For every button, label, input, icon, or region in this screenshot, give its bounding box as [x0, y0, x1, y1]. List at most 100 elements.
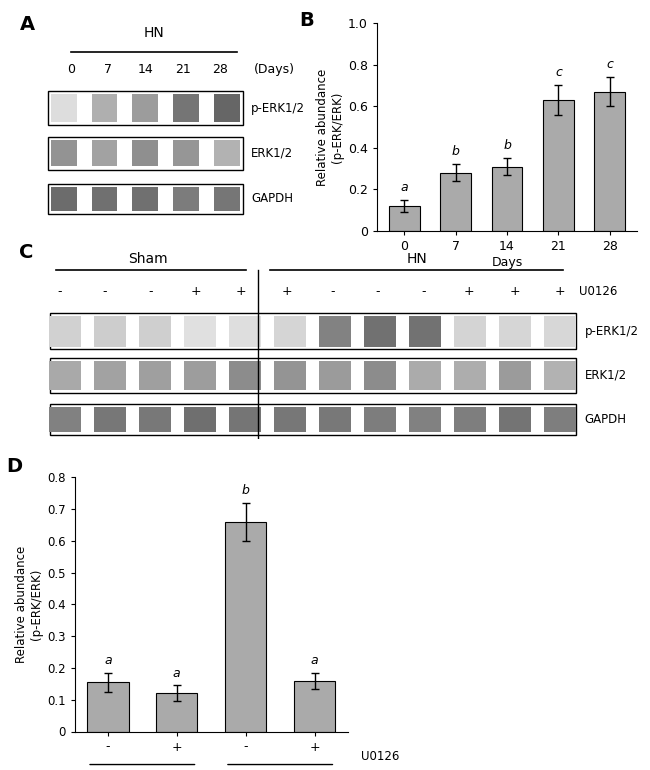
- Text: 28: 28: [212, 63, 227, 75]
- Bar: [50, 358, 575, 393]
- Bar: [544, 316, 576, 346]
- Bar: [594, 92, 625, 231]
- Bar: [173, 187, 199, 210]
- Bar: [214, 187, 240, 210]
- Bar: [94, 316, 126, 346]
- Text: c: c: [606, 58, 613, 71]
- Bar: [499, 361, 531, 390]
- Text: -: -: [148, 285, 153, 298]
- Text: HN: HN: [406, 253, 427, 266]
- Text: ERK1/2: ERK1/2: [251, 147, 293, 160]
- Text: p-ERK1/2: p-ERK1/2: [251, 102, 305, 115]
- Bar: [50, 313, 575, 350]
- Text: ERK1/2: ERK1/2: [585, 369, 627, 382]
- Bar: [410, 361, 441, 390]
- Bar: [410, 316, 441, 346]
- Text: Sham: Sham: [128, 253, 168, 266]
- Bar: [185, 407, 216, 432]
- Bar: [48, 137, 242, 169]
- Bar: [92, 187, 118, 210]
- Bar: [274, 407, 306, 432]
- Text: D: D: [6, 457, 23, 476]
- Bar: [133, 187, 158, 210]
- Text: a: a: [104, 654, 112, 667]
- Bar: [49, 316, 81, 346]
- Bar: [139, 407, 171, 432]
- X-axis label: Days: Days: [491, 256, 523, 269]
- Text: GAPDH: GAPDH: [251, 192, 293, 205]
- Text: GAPDH: GAPDH: [585, 413, 627, 426]
- Bar: [49, 361, 81, 390]
- Bar: [274, 361, 306, 390]
- Text: a: a: [311, 654, 318, 667]
- Bar: [365, 361, 396, 390]
- Text: -: -: [421, 285, 426, 298]
- Bar: [294, 681, 335, 731]
- Bar: [544, 407, 576, 432]
- Text: +: +: [236, 285, 247, 298]
- Bar: [87, 682, 129, 732]
- Bar: [173, 94, 199, 122]
- Bar: [185, 361, 216, 390]
- Bar: [139, 316, 171, 346]
- Text: (Days): (Days): [254, 63, 295, 75]
- Text: p-ERK1/2: p-ERK1/2: [585, 325, 639, 337]
- Bar: [229, 316, 261, 346]
- Text: a: a: [173, 667, 181, 680]
- Y-axis label: Relative abundance
(p-ERK/ERK): Relative abundance (p-ERK/ERK): [15, 546, 43, 663]
- Bar: [274, 316, 306, 346]
- Bar: [454, 316, 486, 346]
- Text: HN: HN: [144, 26, 164, 40]
- Text: b: b: [503, 139, 511, 152]
- Bar: [454, 407, 486, 432]
- Bar: [319, 407, 351, 432]
- Bar: [319, 316, 351, 346]
- Text: +: +: [464, 285, 474, 298]
- Bar: [454, 361, 486, 390]
- Text: 14: 14: [137, 63, 153, 75]
- Text: -: -: [103, 285, 107, 298]
- Text: +: +: [510, 285, 520, 298]
- Bar: [410, 407, 441, 432]
- Bar: [544, 361, 576, 390]
- Text: B: B: [299, 11, 314, 29]
- Bar: [94, 407, 126, 432]
- Bar: [173, 140, 199, 166]
- Text: 7: 7: [104, 63, 112, 75]
- Bar: [48, 183, 242, 214]
- Bar: [543, 100, 574, 231]
- Bar: [156, 693, 198, 732]
- Text: -: -: [330, 285, 335, 298]
- Text: a: a: [400, 181, 408, 193]
- Bar: [133, 140, 158, 166]
- Bar: [51, 187, 77, 210]
- Bar: [139, 361, 171, 390]
- Bar: [225, 522, 266, 732]
- Bar: [185, 316, 216, 346]
- Bar: [92, 140, 118, 166]
- Text: A: A: [20, 15, 34, 35]
- Bar: [365, 407, 396, 432]
- Text: U0126: U0126: [578, 285, 617, 298]
- Text: 21: 21: [175, 63, 190, 75]
- Bar: [440, 172, 471, 231]
- Y-axis label: Relative abundance
(p-ERK/ERK): Relative abundance (p-ERK/ERK): [316, 69, 344, 186]
- Bar: [389, 206, 420, 231]
- Bar: [51, 140, 77, 166]
- Bar: [48, 91, 242, 126]
- Text: -: -: [376, 285, 380, 298]
- Bar: [491, 166, 523, 231]
- Bar: [94, 361, 126, 390]
- Text: +: +: [555, 285, 566, 298]
- Text: b: b: [452, 146, 460, 159]
- Bar: [51, 94, 77, 122]
- Text: U0126: U0126: [361, 751, 400, 763]
- Text: +: +: [281, 285, 292, 298]
- Bar: [50, 404, 575, 435]
- Text: c: c: [555, 66, 562, 79]
- Bar: [214, 94, 240, 122]
- Bar: [229, 407, 261, 432]
- Text: -: -: [57, 285, 62, 298]
- Bar: [229, 361, 261, 390]
- Bar: [214, 140, 240, 166]
